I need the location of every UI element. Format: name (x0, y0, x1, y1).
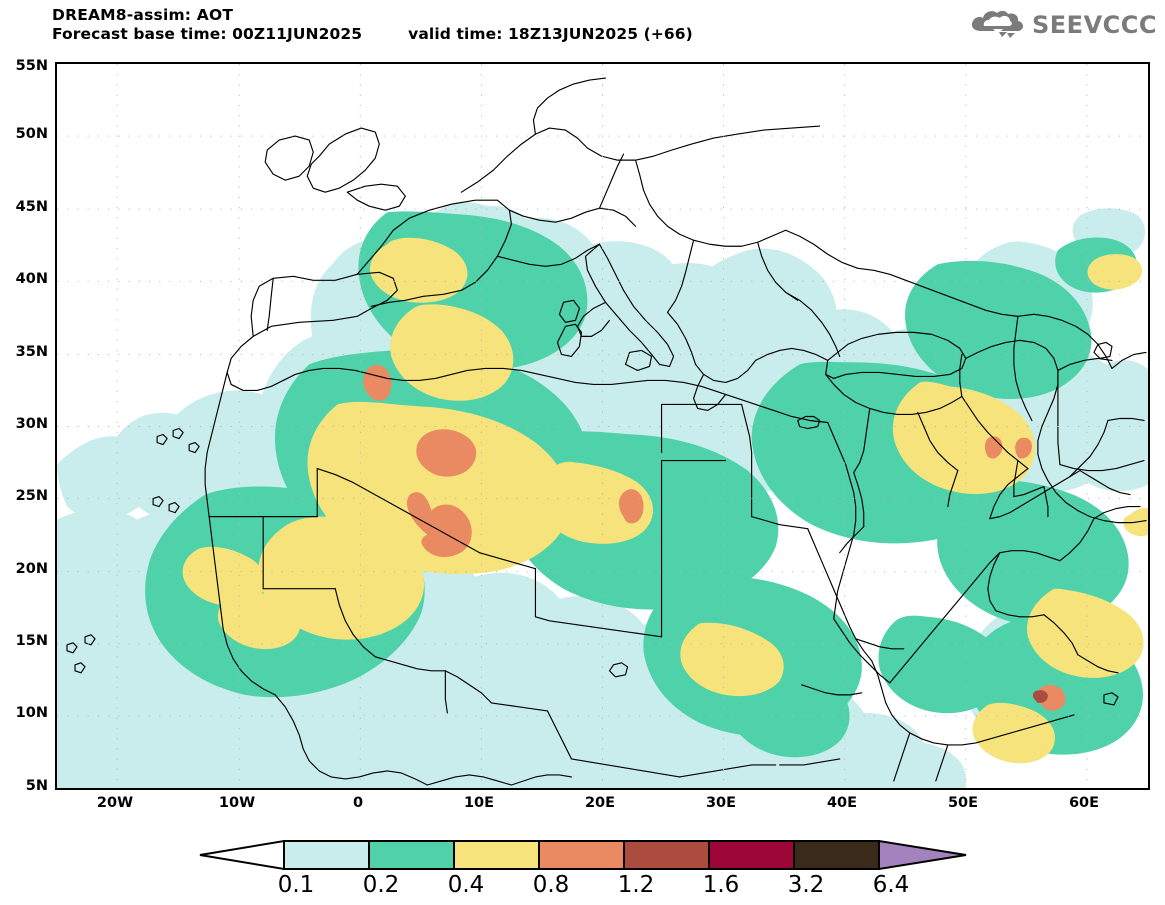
colorbar-label-6.4: 6.4 (872, 872, 910, 898)
seevccc-logo: SEEVCCC (969, 8, 1157, 42)
colorbar-label-0.4: 0.4 (447, 872, 485, 898)
y-tick-55N: 55N (15, 58, 48, 74)
colorbar-tick-labels: 0.1 0.2 0.4 0.8 1.2 1.6 3.2 6.4 (0, 872, 1165, 904)
aot-contour-map (57, 64, 1148, 788)
colorbar-label-0.8: 0.8 (532, 872, 570, 898)
y-tick-5N: 5N (25, 778, 48, 794)
colorbar-swatches (199, 839, 966, 871)
map-plot-area (55, 62, 1150, 790)
y-tick-15N: 15N (15, 633, 48, 649)
y-tick-10N: 10N (15, 705, 48, 721)
colorbar-label-0.2: 0.2 (362, 872, 400, 898)
x-tick-10W: 10W (218, 795, 256, 811)
map-gridlines (57, 64, 1148, 788)
y-tick-35N: 35N (15, 344, 48, 360)
x-tick-10E: 10E (463, 795, 495, 811)
map-coastlines (66, 77, 1147, 786)
y-tick-50N: 50N (15, 126, 48, 142)
cloud-icon (971, 10, 1024, 38)
x-tick-20E: 20E (584, 795, 616, 811)
colorbar-swatch-3.2 (792, 840, 880, 870)
x-tick-20W: 20W (96, 795, 134, 811)
colorbar-swatch-0.1 (282, 840, 370, 870)
colorbar-swatch-1.2 (622, 840, 710, 870)
x-tick-0: 0 (352, 795, 364, 811)
time-subtitle: Forecast base time: 00Z11JUN2025 valid ti… (52, 25, 952, 44)
colorbar-label-1.6: 1.6 (702, 872, 740, 898)
x-tick-50E: 50E (947, 795, 979, 811)
logo-text: SEEVCCC (1032, 11, 1157, 39)
colorbar-label-0.1: 0.1 (277, 872, 315, 898)
colorbar-swatch-0.8 (537, 840, 625, 870)
y-tick-45N: 45N (15, 199, 48, 215)
contour-band-1.2 (1032, 690, 1048, 703)
colorbar: 0.1 0.2 0.4 0.8 1.2 1.6 3.2 6.4 (0, 838, 1165, 905)
y-tick-25N: 25N (15, 488, 48, 504)
colorbar-swatch-0.2 (367, 840, 455, 870)
y-tick-40N: 40N (15, 271, 48, 287)
y-tick-20N: 20N (15, 561, 48, 577)
x-tick-60E: 60E (1068, 795, 1100, 811)
model-title: DREAM8-assim: AOT (52, 6, 234, 24)
valid-time-label: valid time: (408, 25, 503, 43)
contour-band-0.4 (182, 237, 1148, 764)
colorbar-label-1.2: 1.2 (617, 872, 655, 898)
valid-time-value: 18Z13JUN2025 (+66) (508, 25, 693, 43)
base-time-value: 00Z11JUN2025 (232, 25, 363, 43)
chart-header: DREAM8-assim: AOT Forecast base time: 00… (52, 6, 952, 44)
base-time-label: Forecast base time: (52, 25, 227, 43)
colorbar-swatch-0.4 (452, 840, 540, 870)
colorbar-swatch-1.6 (707, 840, 795, 870)
x-tick-30E: 30E (705, 795, 737, 811)
colorbar-label-3.2: 3.2 (787, 872, 825, 898)
y-tick-30N: 30N (15, 416, 48, 432)
x-tick-40E: 40E (826, 795, 858, 811)
contour-band-0.8 (363, 364, 1066, 711)
